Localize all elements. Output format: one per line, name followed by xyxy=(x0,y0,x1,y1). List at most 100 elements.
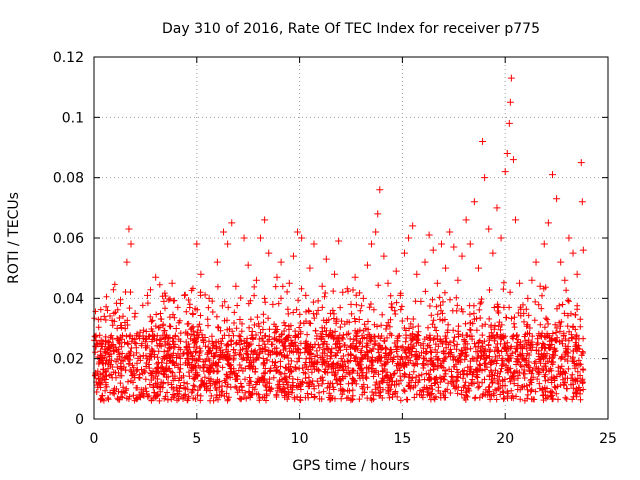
data-point xyxy=(536,282,544,290)
data-point xyxy=(548,171,556,179)
x-tick-label: 10 xyxy=(291,431,309,447)
data-point xyxy=(244,261,252,269)
data-point xyxy=(228,219,236,227)
data-point xyxy=(205,294,213,302)
y-tick-label: 0.06 xyxy=(53,231,84,247)
x-axis-label: GPS time / hours xyxy=(292,458,409,474)
data-point xyxy=(224,240,232,248)
data-point xyxy=(505,119,513,127)
data-point-cloud xyxy=(91,279,587,404)
data-point xyxy=(106,361,114,369)
plot-frame xyxy=(93,56,609,420)
y-tick-label: 0.04 xyxy=(53,291,84,307)
y-tick-label: 0 xyxy=(75,412,84,428)
data-point xyxy=(553,195,561,203)
data-points xyxy=(92,74,587,399)
data-point xyxy=(139,352,147,360)
data-point xyxy=(201,334,209,342)
data-point xyxy=(269,300,277,308)
data-point xyxy=(160,297,168,305)
data-point xyxy=(197,270,205,278)
data-point xyxy=(506,98,514,106)
data-point xyxy=(429,246,437,254)
data-point xyxy=(355,315,363,323)
data-point xyxy=(220,228,228,236)
data-point xyxy=(265,249,273,257)
data-point xyxy=(446,228,454,236)
y-tick-label: 0.08 xyxy=(53,171,84,187)
data-point xyxy=(343,331,351,339)
data-point xyxy=(347,300,355,308)
data-point xyxy=(252,276,260,284)
data-point xyxy=(314,306,322,314)
data-point xyxy=(421,258,429,266)
data-point xyxy=(380,252,388,260)
data-point xyxy=(310,240,318,248)
data-point xyxy=(127,240,135,248)
data-point xyxy=(489,249,497,257)
data-point xyxy=(479,137,487,145)
data-point xyxy=(209,367,217,375)
data-point xyxy=(168,279,176,287)
data-point xyxy=(96,379,104,387)
data-point xyxy=(374,210,382,218)
data-point xyxy=(409,222,417,230)
data-point xyxy=(322,255,330,263)
data-point xyxy=(257,234,265,242)
data-point xyxy=(326,309,334,317)
data-point xyxy=(573,270,581,278)
data-point xyxy=(425,231,433,239)
data-point xyxy=(437,240,445,248)
data-point xyxy=(100,312,108,320)
data-point xyxy=(442,264,450,272)
data-point xyxy=(143,291,151,299)
data-point xyxy=(433,279,441,287)
data-point xyxy=(561,276,569,284)
data-point xyxy=(277,258,285,266)
data-point xyxy=(359,294,367,302)
data-point xyxy=(248,328,256,336)
data-point xyxy=(180,291,188,299)
data-point xyxy=(213,258,221,266)
data-point xyxy=(454,276,462,284)
data-point xyxy=(417,297,425,305)
data-point xyxy=(281,321,289,329)
data-point xyxy=(232,282,240,290)
chart-title: Day 310 of 2016, Rate Of TEC Index for r… xyxy=(162,21,540,37)
data-point xyxy=(384,279,392,287)
data-point xyxy=(339,288,347,296)
data-point xyxy=(236,315,244,323)
data-point xyxy=(450,243,458,251)
data-point xyxy=(351,273,359,281)
data-point xyxy=(509,156,517,164)
y-tick-label: 0.02 xyxy=(53,352,84,368)
data-point xyxy=(335,237,343,245)
data-point xyxy=(532,258,540,266)
data-point xyxy=(481,174,489,182)
data-point xyxy=(503,150,511,158)
data-point xyxy=(148,370,156,378)
data-point xyxy=(294,228,302,236)
data-point xyxy=(501,168,509,176)
data-point xyxy=(368,240,376,248)
data-point xyxy=(520,309,528,317)
y-tick-label: 0.12 xyxy=(53,50,84,66)
data-point xyxy=(306,264,314,272)
data-point xyxy=(392,267,400,275)
data-point xyxy=(565,234,573,242)
data-point xyxy=(557,258,565,266)
data-point xyxy=(497,234,505,242)
data-point xyxy=(289,252,297,260)
data-point xyxy=(569,249,577,257)
x-tick-label: 20 xyxy=(496,431,514,447)
data-point xyxy=(318,282,326,290)
data-point xyxy=(302,291,310,299)
data-point xyxy=(462,216,470,224)
data-point xyxy=(485,225,493,233)
point-cloud-markers xyxy=(91,279,587,404)
data-point xyxy=(528,276,536,284)
data-point xyxy=(261,216,269,224)
data-point xyxy=(164,379,172,387)
